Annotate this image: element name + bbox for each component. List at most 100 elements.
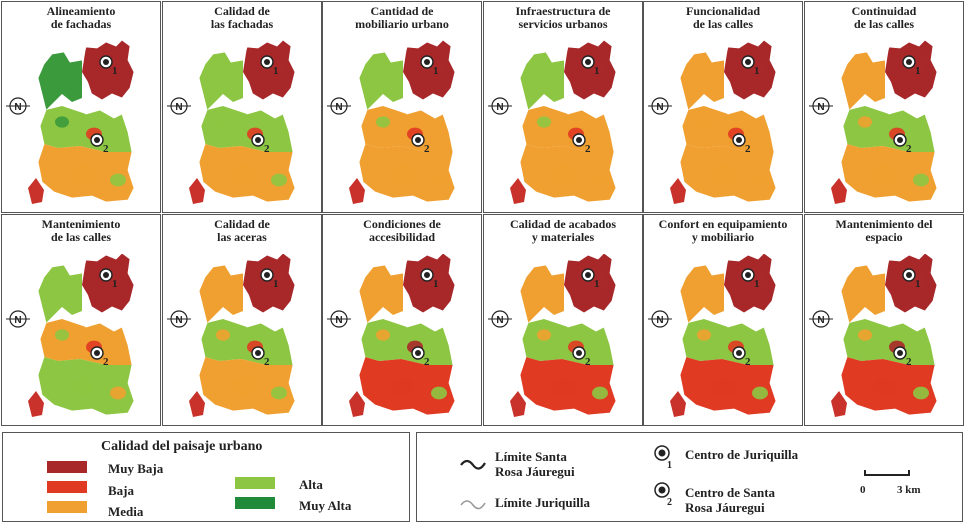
map-graphic: 1 2 N [6, 39, 135, 204]
center-marker-dot [576, 137, 582, 143]
center-marker-number: 2 [585, 356, 591, 368]
center-marker-number: 1 [273, 278, 279, 290]
map-region [38, 265, 82, 323]
map-hotspot [216, 329, 230, 341]
swatch-baja [47, 481, 87, 493]
center-marker-number: 1 [915, 65, 921, 77]
center-marker-number: 2 [745, 143, 751, 155]
map-hotspot [110, 173, 126, 187]
map-region-southwest [189, 178, 205, 204]
center-marker-dot [264, 272, 270, 278]
scale-bar-icon [864, 470, 910, 476]
map-region-southwest [670, 178, 686, 204]
center-marker-dot [736, 350, 742, 356]
center-marker-dot [576, 350, 582, 356]
map-panel-12: 1 2 N Mantenimiento del espacio [804, 214, 964, 426]
juriquilla-boundary [198, 39, 296, 203]
center-marker-dot [424, 59, 430, 65]
map-hotspot [913, 173, 929, 187]
center-marker-number: 2 [103, 143, 109, 155]
swatch-media [47, 501, 87, 513]
map-region [841, 52, 885, 110]
map-region-southwest [831, 178, 847, 204]
map-hotspot [55, 116, 69, 128]
map-region-southwest [28, 178, 44, 204]
map-graphic: 1 2 N [327, 39, 456, 204]
panel-title: Condiciones de accesibilidad [363, 217, 441, 244]
center-marker-number: 1 [112, 278, 118, 290]
center-marker-number: 2 [264, 356, 270, 368]
map-hotspot [697, 116, 711, 128]
north-arrow-letter: N [656, 102, 663, 113]
label-media: Media [108, 504, 144, 519]
center-marker-dot [745, 59, 751, 65]
map-panel-6: 1 2 N Continuidad de las calles [804, 1, 964, 213]
north-arrow-letter: N [14, 102, 21, 113]
map-hotspot [431, 173, 447, 187]
map-hotspot [391, 164, 415, 184]
panel-title: Confort en equipamiento y mobiliario [658, 217, 788, 244]
center-marker-dot [255, 137, 261, 143]
center-marker-dot [424, 272, 430, 278]
center-marker-dot [415, 137, 421, 143]
center-marker-dot [103, 59, 109, 65]
map-graphic: 1 2 N [488, 252, 617, 417]
map-hotspot [552, 164, 576, 184]
legend-title: Calidad del paisaje urbano [101, 439, 263, 454]
map-panel-10: 1 2 N Calidad de acabados y materiales [483, 214, 643, 426]
label-center-santa-rosa: Centro de Santa Rosa Jáuregui [685, 485, 776, 515]
center-marker-dot [585, 272, 591, 278]
center-santa-rosa-number: 2 [667, 497, 672, 508]
center-marker-number: 2 [264, 143, 270, 155]
map-hotspot [592, 386, 608, 400]
map-region-southwest [349, 391, 365, 417]
panel-title: Calidad de las fachadas [210, 4, 274, 31]
map-region-southwest [831, 391, 847, 417]
center-santa-rosa-icon [654, 482, 670, 498]
map-hotspot [712, 377, 736, 397]
map-hotspot [752, 173, 768, 187]
north-arrow-letter: N [817, 102, 824, 113]
map-hotspot [537, 116, 551, 128]
center-marker-number: 2 [424, 143, 430, 155]
map-graphic: 1 2 N [6, 252, 135, 417]
map-hotspot [712, 164, 736, 184]
panel-title: Cantidad de mobiliario urbano [355, 4, 449, 31]
juriquilla-boundary [519, 252, 617, 416]
map-panel-9: 1 2 N Condiciones de accesibilidad [322, 214, 482, 426]
center-marker-dot [103, 272, 109, 278]
north-arrow-letter: N [656, 315, 663, 326]
map-panel-1: 1 2 N Alineamiento de fachadas [1, 1, 161, 213]
center-marker-dot [264, 59, 270, 65]
map-hotspot [110, 386, 126, 400]
map-region-southwest [189, 391, 205, 417]
panel-title: Infraestructura de servicios urbanos [515, 4, 611, 31]
map-region-southwest [510, 391, 526, 417]
map-hotspot [216, 116, 230, 128]
north-arrow-letter: N [175, 315, 182, 326]
map-region-southwest [510, 178, 526, 204]
center-marker-number: 2 [745, 356, 751, 368]
north-arrow-letter: N [335, 315, 342, 326]
limit-santa-rosa-line-icon [460, 459, 486, 470]
map-region [359, 265, 403, 323]
map-panel-3: 1 2 N Cantidad de mobiliario urbano [322, 1, 482, 213]
juriquilla-boundary [679, 39, 777, 203]
map-hotspot [70, 164, 94, 184]
center-marker-number: 1 [594, 278, 600, 290]
map-panel-5: 1 2 N Funcionalidad de las calles [643, 1, 803, 213]
panel-title: Alineamiento de fachadas [46, 4, 116, 31]
center-marker-number: 1 [112, 65, 118, 77]
center-marker-number: 1 [594, 65, 600, 77]
map-region-southwest [670, 391, 686, 417]
map-region [38, 52, 82, 110]
north-arrow-letter: N [335, 102, 342, 113]
center-marker-number: 1 [433, 278, 439, 290]
label-limit-juriquilla: Límite Juriquilla [495, 495, 590, 510]
north-arrow-letter: N [14, 315, 21, 326]
center-marker-dot [906, 272, 912, 278]
map-graphic: 1 2 N [167, 39, 296, 204]
map-region [199, 52, 243, 110]
map-graphic: 1 2 N [648, 252, 777, 417]
juriquilla-boundary [519, 39, 617, 203]
